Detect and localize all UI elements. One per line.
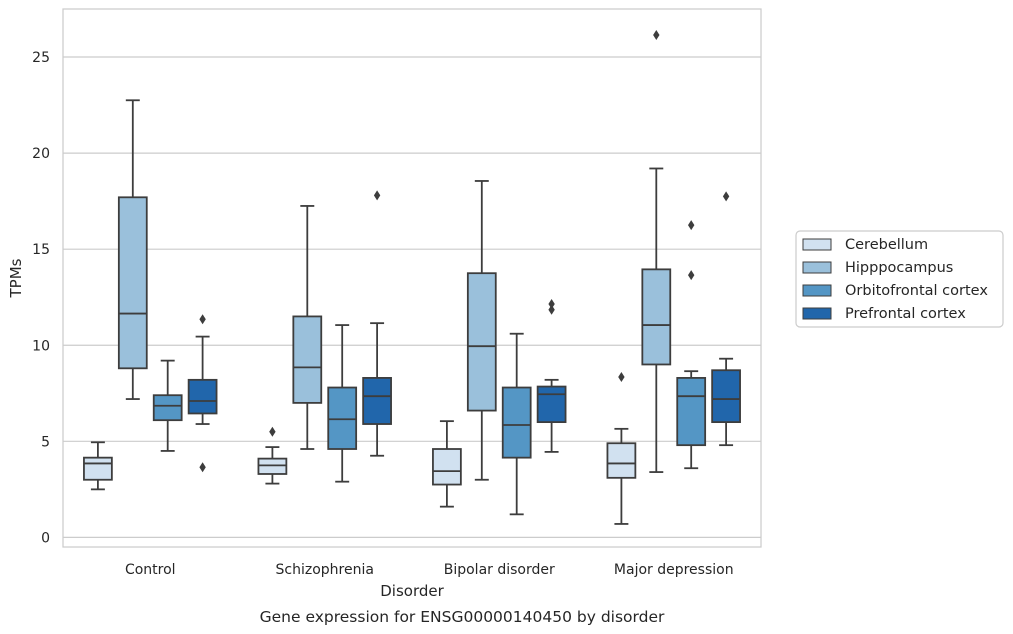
outlier-point bbox=[199, 314, 206, 325]
box-iqr bbox=[711, 369, 741, 424]
outlier-point bbox=[373, 190, 381, 201]
legend-label: Hipppocampus bbox=[845, 260, 953, 276]
legend-swatch bbox=[802, 284, 832, 297]
box-prefrontal-cortex bbox=[187, 314, 218, 473]
chart-caption: Gene expression for ENSG00000140450 by d… bbox=[260, 608, 665, 626]
x-tick-label: Major depression bbox=[614, 562, 734, 578]
box-iqr bbox=[536, 385, 567, 424]
y-tick-labels: 0 5 10 15 20 25 bbox=[32, 50, 50, 546]
box-cerebellum bbox=[83, 441, 113, 491]
legend-swatch bbox=[802, 261, 832, 274]
x-tick-label: Schizophrenia bbox=[276, 562, 374, 578]
box-iqr bbox=[187, 378, 218, 415]
outlier-point bbox=[548, 298, 555, 309]
box-iqr bbox=[83, 456, 113, 481]
box-cerebellum bbox=[606, 371, 637, 525]
legend-swatch bbox=[802, 307, 832, 320]
box-prefrontal-cortex bbox=[711, 191, 741, 447]
box-iqr bbox=[362, 377, 392, 425]
box-iqr bbox=[292, 315, 323, 404]
outlier-point bbox=[269, 426, 276, 437]
y-tick-label: 20 bbox=[32, 146, 50, 162]
legend-item: Prefrontal cortex bbox=[802, 306, 966, 322]
box-cerebellum bbox=[432, 420, 462, 508]
box-prefrontal-cortex bbox=[536, 298, 567, 453]
box-orbitofrontal-cortex bbox=[501, 332, 532, 516]
box-cerebellum bbox=[257, 426, 288, 485]
legend-label: Prefrontal cortex bbox=[845, 306, 966, 322]
box-iqr bbox=[641, 268, 672, 366]
box-plot-series bbox=[83, 29, 741, 525]
outlier-point bbox=[618, 371, 625, 382]
x-tick-label: Control bbox=[125, 562, 176, 578]
outlier-point bbox=[199, 462, 206, 473]
box-iqr bbox=[327, 386, 358, 450]
box-hipppocampus bbox=[117, 99, 148, 400]
legend-frame bbox=[795, 230, 1004, 328]
box-iqr bbox=[466, 272, 497, 412]
legend-label: Orbitofrontal cortex bbox=[845, 283, 988, 299]
box-iqr bbox=[432, 448, 462, 486]
y-tick-label: 15 bbox=[32, 242, 50, 258]
outlier-point bbox=[688, 270, 695, 281]
y-gridlines bbox=[63, 56, 761, 538]
x-tick-labels: Control Schizophrenia Bipolar disorder Majo… bbox=[125, 562, 734, 578]
box-orbitofrontal-cortex bbox=[152, 359, 183, 452]
box-hipppocampus bbox=[641, 29, 672, 473]
outlier-point bbox=[688, 220, 695, 231]
box-iqr bbox=[117, 196, 148, 370]
legend-item: Orbitofrontal cortex bbox=[802, 283, 988, 299]
y-tick-label: 5 bbox=[41, 434, 50, 450]
y-tick-label: 25 bbox=[32, 50, 50, 66]
outlier-point bbox=[722, 191, 730, 202]
box-prefrontal-cortex bbox=[362, 190, 392, 457]
plot-area-frame bbox=[62, 8, 762, 548]
y-tick-label: 10 bbox=[32, 338, 50, 354]
box-hipppocampus bbox=[466, 180, 497, 481]
box-orbitofrontal-cortex bbox=[327, 324, 358, 483]
outlier-point bbox=[653, 29, 660, 40]
box-iqr bbox=[152, 394, 183, 422]
legend: Cerebellum Hipppocampus Orbitofrontal cort… bbox=[795, 230, 1004, 328]
box-hipppocampus bbox=[292, 205, 323, 450]
legend-item: Cerebellum bbox=[802, 237, 928, 253]
x-tick-label: Bipolar disorder bbox=[444, 562, 555, 578]
box-orbitofrontal-cortex bbox=[676, 220, 707, 470]
legend-label: Cerebellum bbox=[845, 237, 928, 253]
legend-item: Hipppocampus bbox=[802, 260, 953, 276]
y-axis-title: TPMs bbox=[7, 258, 25, 298]
y-tick-label: 0 bbox=[41, 530, 50, 546]
x-axis-title: Disorder bbox=[380, 582, 444, 600]
box-iqr bbox=[257, 457, 288, 475]
box-iqr bbox=[501, 386, 532, 459]
outlier-point bbox=[548, 304, 555, 315]
legend-swatch bbox=[802, 238, 832, 251]
box-iqr bbox=[676, 377, 707, 447]
box-iqr bbox=[606, 442, 637, 479]
